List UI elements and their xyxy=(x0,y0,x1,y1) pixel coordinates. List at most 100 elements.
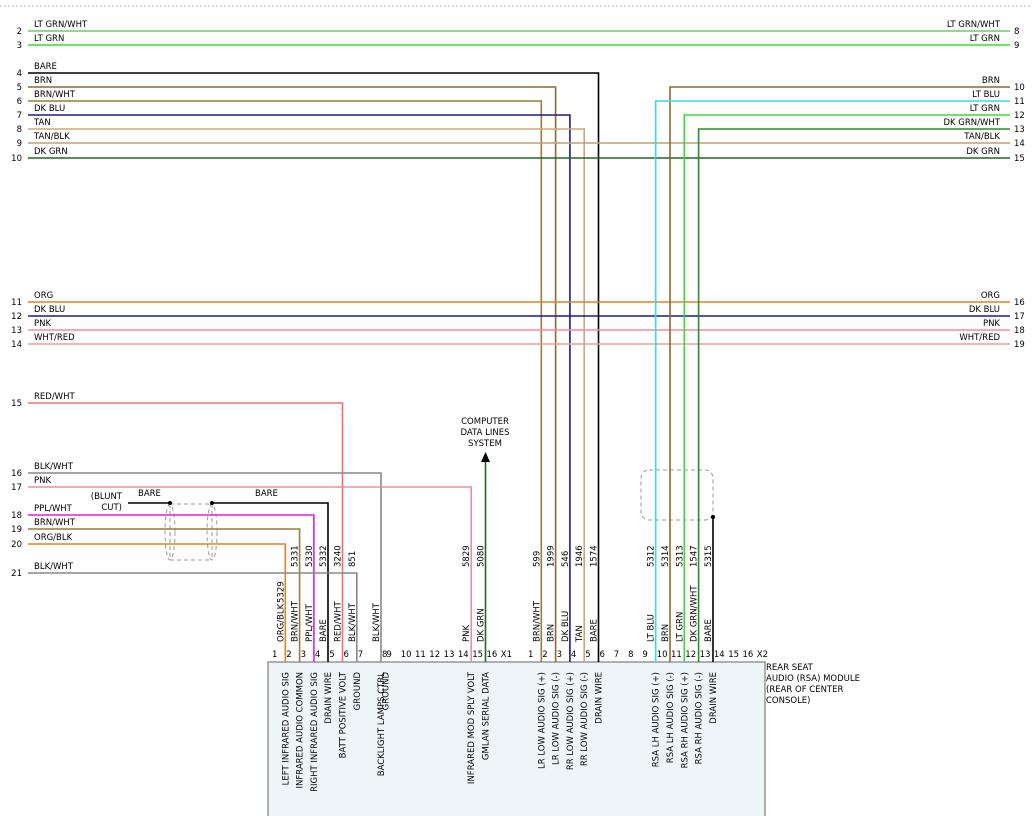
pin-number: 9 xyxy=(1014,41,1019,51)
wire-label: DK GRN xyxy=(34,147,68,157)
circuit-number: 5080 xyxy=(477,545,487,567)
pin-number: 11 xyxy=(671,650,682,660)
pin-number: 7 xyxy=(17,111,22,121)
pin-color: BARE xyxy=(319,619,329,642)
pin-number: 7 xyxy=(614,650,619,660)
pin-number: 15 xyxy=(472,650,483,660)
pin-color: RED/WHT xyxy=(334,601,344,642)
pin-color: DK GRN xyxy=(477,608,487,642)
circuit-number: 5829 xyxy=(462,545,472,567)
pin-number: 8 xyxy=(382,650,387,660)
pin-number: 7 xyxy=(358,650,363,660)
wire-label: DK GRN/WHT xyxy=(943,118,1000,128)
splice-dot xyxy=(711,515,715,519)
module-name: AUDIO (RSA) MODULE xyxy=(766,674,860,684)
pin-number: 21 xyxy=(11,569,22,579)
circuit-number: 5329 xyxy=(276,581,286,603)
wire xyxy=(28,128,586,662)
pin-number: 4 xyxy=(17,69,22,79)
pin-number: 3 xyxy=(301,650,306,660)
wire xyxy=(28,543,287,662)
pin-number: 15 xyxy=(1014,154,1025,164)
pin-number: 11 xyxy=(415,650,426,660)
pin-number: 3 xyxy=(17,41,22,51)
pin-number: 16 xyxy=(743,650,754,660)
arrow xyxy=(481,452,490,462)
wire-label: ORG/BLK xyxy=(34,533,73,543)
splice-dot xyxy=(168,501,172,505)
wire xyxy=(28,572,358,662)
pin-number: X1 xyxy=(501,650,512,660)
pin-function: RR LOW AUDIO SIG (-) xyxy=(580,672,590,766)
wire xyxy=(697,128,1010,662)
splice-note: CUT) xyxy=(101,503,122,513)
pin-function: GROUND xyxy=(381,672,391,711)
wire xyxy=(28,486,473,662)
pin-color: BLK/WHT xyxy=(372,602,382,642)
system-label: COMPUTER xyxy=(461,417,509,427)
pin-number: 4 xyxy=(571,650,576,660)
pin-function: GROUND xyxy=(353,672,363,711)
wire-label: RED/WHT xyxy=(34,392,75,402)
wire-label: WHT/RED xyxy=(34,333,75,343)
wire-label: LT GRN xyxy=(970,34,1000,44)
pin-number: 4 xyxy=(315,650,320,660)
wire-label: LT BLU xyxy=(972,90,1000,100)
pin-number: 8 xyxy=(1014,27,1019,37)
wire-label: PPL/WHT xyxy=(34,504,73,514)
wire xyxy=(28,472,382,662)
module-name: CONSOLE) xyxy=(766,696,811,706)
pin-number: 12 xyxy=(685,650,696,660)
pin-function: RSA RH AUDIO SIG (-) xyxy=(695,672,705,764)
wire-label: TAN/BLK xyxy=(33,132,70,142)
wire-label: BRN/WHT xyxy=(34,518,76,528)
circuit-number: 1547 xyxy=(690,545,700,567)
circuit-number: 5312 xyxy=(647,545,657,567)
module-name: REAR SEAT xyxy=(766,663,814,673)
pin-color: TAN xyxy=(575,625,585,643)
pin-number: 2 xyxy=(542,650,547,660)
pin-color: DK GRN/WHT xyxy=(690,585,700,642)
pin-color: PNK xyxy=(462,625,472,642)
circuit-number: 5315 xyxy=(704,545,714,567)
pin-color: BARE xyxy=(590,619,600,642)
wire-label: BRN/WHT xyxy=(34,90,76,100)
system-label: SYSTEM xyxy=(468,439,502,449)
circuit-number: 5314 xyxy=(661,545,671,567)
pin-number: 19 xyxy=(11,525,22,535)
pin-number: 11 xyxy=(11,298,22,308)
pin-number: 12 xyxy=(1014,111,1025,121)
wire-label: BARE xyxy=(255,489,278,499)
pin-number: 16 xyxy=(11,469,22,479)
pin-function: DRAIN WIRE xyxy=(324,672,334,724)
pin-function: BACKLIGHT LAMPS CTRL xyxy=(377,672,387,776)
pin-number: 10 xyxy=(401,650,412,660)
pin-number: 14 xyxy=(714,650,725,660)
circuit-number: 5313 xyxy=(675,545,685,567)
pin-number: 1 xyxy=(272,650,277,660)
circuit-number: 1574 xyxy=(590,545,600,567)
pin-number: 14 xyxy=(1014,139,1025,149)
wire-label: LT GRN/WHT xyxy=(947,20,1001,30)
wire xyxy=(683,114,1010,662)
circuit-number: 5331 xyxy=(291,545,301,567)
pin-color: LT BLU xyxy=(647,614,657,642)
wire xyxy=(28,514,315,662)
wire-label: DK BLU xyxy=(969,305,1000,315)
pin-number: 18 xyxy=(1014,326,1025,336)
pin-number: 5 xyxy=(585,650,590,660)
circuit-number: 1946 xyxy=(575,545,585,567)
splice-dot xyxy=(210,501,214,505)
circuit-number: 3240 xyxy=(334,545,344,567)
circuit-number: 5332 xyxy=(319,545,329,567)
wire-label: BLK/WHT xyxy=(34,562,74,572)
wire xyxy=(28,528,301,662)
wire-label: ORG xyxy=(34,291,53,301)
wire-label: BARE xyxy=(34,62,57,72)
pin-number: 17 xyxy=(1014,312,1025,322)
pin-function: LR LOW AUDIO SIG (-) xyxy=(552,672,562,765)
pin-number: 13 xyxy=(700,650,711,660)
pin-number: 2 xyxy=(17,27,22,37)
pin-function: RIGHT INFRARED AUDIO SIG xyxy=(310,672,320,792)
pin-function: INFRARED AUDIO COMMON xyxy=(296,672,306,788)
